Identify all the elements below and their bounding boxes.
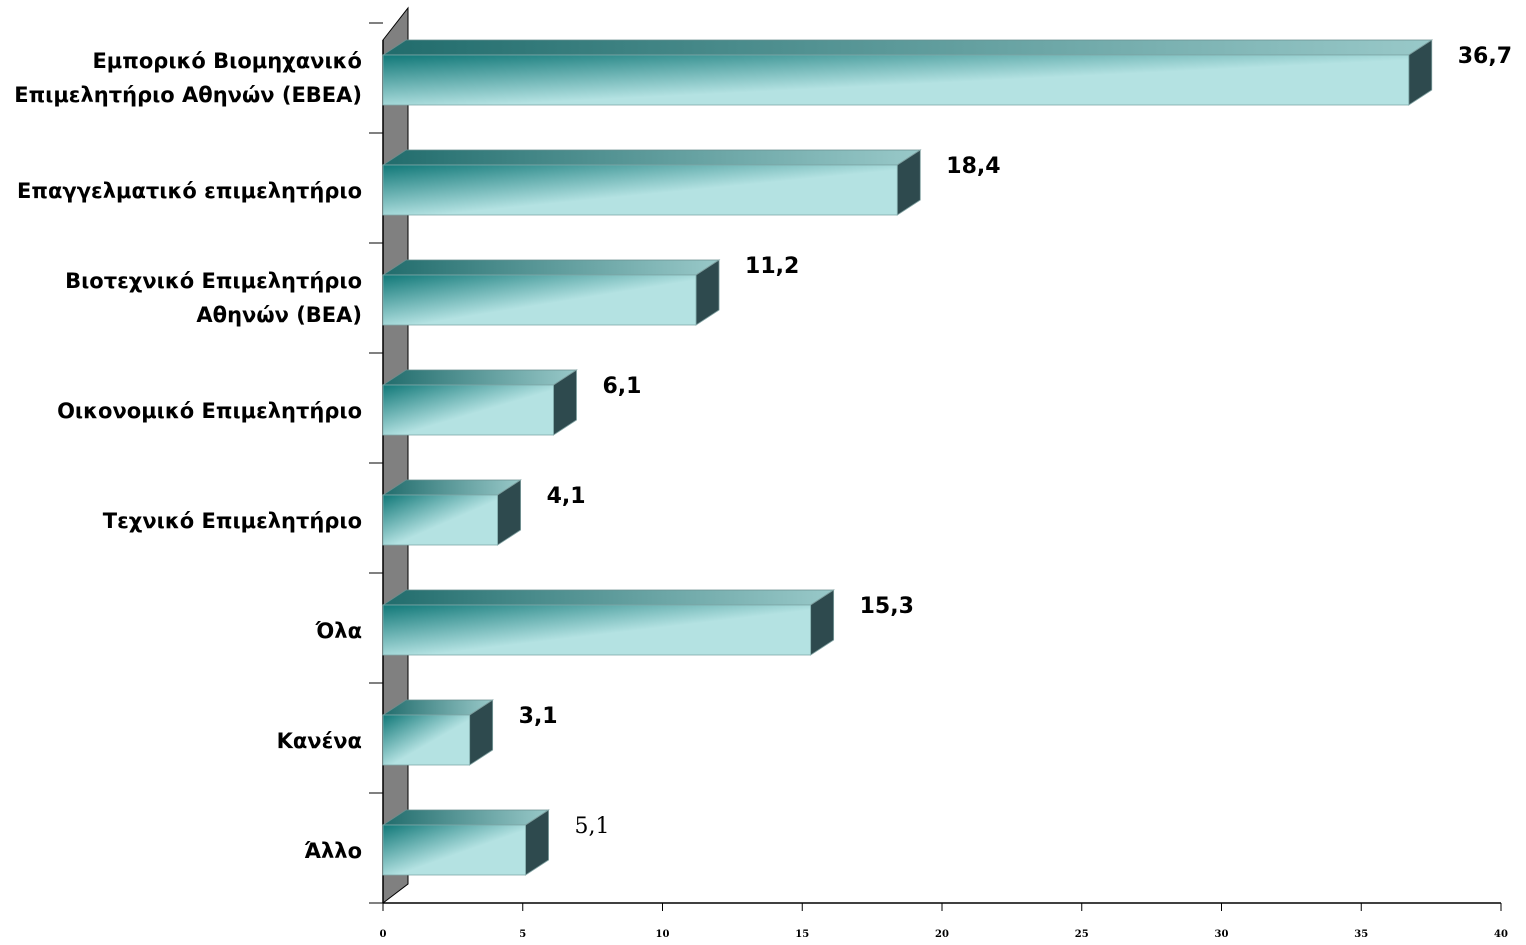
- category-labels: Εμπορικό Βιομηχανικό Επιμελητήριο Αθηνών …: [14, 49, 362, 863]
- x-tick-label: 5: [519, 929, 526, 940]
- category-label: Κανένα: [277, 729, 362, 753]
- bar-top-face: [381, 479, 522, 496]
- bar-front-face: [382, 384, 554, 436]
- bar-front-face: [382, 274, 697, 326]
- category-label: Οικονομικό Επιμελητήριο: [57, 399, 362, 423]
- chart-back-wall: [382, 6, 409, 905]
- bar-top-face: [381, 809, 550, 826]
- x-tick-label: 25: [1075, 929, 1089, 940]
- bar: [381, 699, 494, 766]
- bar-top-face: [381, 149, 922, 166]
- bar: [381, 149, 922, 216]
- category-label: Επιμελητήριο Αθηνών (ΕΒΕΑ): [14, 83, 362, 107]
- bar-front-face: [382, 54, 1410, 106]
- bar-front-face: [382, 714, 471, 766]
- x-tick-label: 15: [795, 929, 809, 940]
- bar-front-face: [382, 604, 812, 656]
- x-tick-label: 10: [656, 929, 670, 940]
- x-tick-label: 30: [1215, 929, 1229, 940]
- category-label: Όλα: [315, 619, 362, 643]
- x-tick-label: 20: [935, 929, 949, 940]
- data-label: 18,4: [946, 154, 1000, 179]
- x-tick-label: 35: [1354, 929, 1368, 940]
- bar-top-face: [381, 369, 578, 386]
- bar: [381, 259, 721, 326]
- category-label: Τεχνικό Επιμελητήριο: [103, 509, 362, 533]
- bar-front-face: [382, 494, 498, 546]
- category-label: Άλλο: [304, 839, 362, 863]
- bar: [381, 589, 835, 656]
- bar-front-face: [382, 164, 898, 216]
- wall-face: [382, 6, 409, 905]
- bar-top-face: [381, 589, 835, 606]
- bar: [381, 369, 578, 436]
- category-label: Αθηνών (ΒΕΑ): [196, 303, 362, 327]
- bar: [381, 479, 522, 546]
- category-label: Βιοτεχνικό Επιμελητήριο: [65, 269, 362, 293]
- data-label: 3,1: [519, 704, 558, 729]
- category-label: Επαγγελματικό επιμελητήριο: [17, 179, 362, 203]
- data-label: 11,2: [745, 254, 799, 279]
- data-label: 15,3: [860, 594, 914, 619]
- bar-front-face: [382, 824, 526, 876]
- bar: [381, 809, 550, 876]
- value-labels: 36,7 18,4 11,2 6,1 4,1 15,3 3,1 5,1: [519, 44, 1512, 839]
- data-label: 4,1: [547, 484, 586, 509]
- data-label: 6,1: [602, 374, 641, 399]
- data-label: 36,7: [1458, 44, 1512, 69]
- bars: [381, 39, 1434, 876]
- x-tick-label: 0: [380, 929, 387, 940]
- category-label: Εμπορικό Βιομηχανικό: [92, 49, 362, 73]
- bar-top-face: [381, 39, 1434, 56]
- data-label: 5,1: [575, 814, 610, 839]
- bar-top-face: [381, 259, 721, 276]
- bar: [381, 39, 1434, 106]
- x-tick-label: 40: [1494, 929, 1508, 940]
